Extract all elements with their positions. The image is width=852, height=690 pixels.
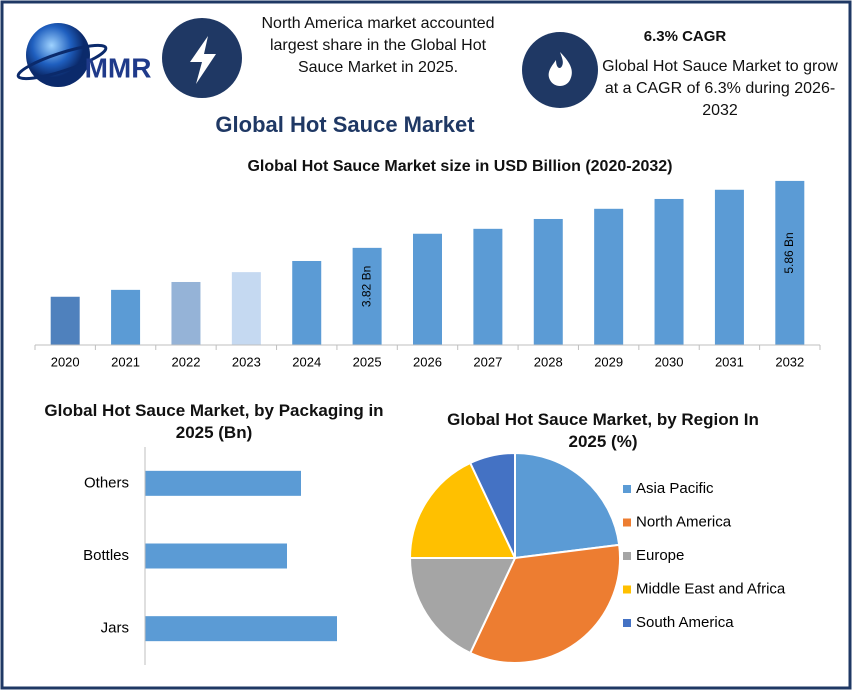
bolt-shape <box>190 36 216 84</box>
bar <box>714 189 744 345</box>
bar <box>292 260 322 345</box>
legend-swatch <box>623 485 631 493</box>
legend-swatch <box>623 585 631 594</box>
legend-swatch <box>623 518 631 527</box>
cagr-title: 6.3% CAGR <box>643 28 727 45</box>
x-tick-label: 2022 <box>172 354 201 369</box>
highlight-text: North America market accounted largest s… <box>261 15 495 76</box>
bar <box>231 272 261 345</box>
legend-swatch <box>623 619 631 627</box>
x-tick-label: 2031 <box>715 354 744 369</box>
pie-slice <box>514 451 621 560</box>
bar <box>775 180 805 345</box>
bar <box>533 218 563 345</box>
bar <box>654 198 684 345</box>
chart-title: Global Hot Sauce Market size in USD Bill… <box>247 158 672 175</box>
x-tick-label: 2027 <box>473 354 502 369</box>
legend-swatch <box>623 552 631 560</box>
value-label: 5.86 Bn <box>782 232 796 273</box>
x-tick-label: 2029 <box>594 354 623 369</box>
bar <box>145 616 337 642</box>
legend-label: Asia Pacific <box>636 480 714 497</box>
x-tick-label: 2021 <box>111 354 140 369</box>
pie-slice <box>408 461 517 559</box>
x-tick-label: 2020 <box>51 354 80 369</box>
x-tick-label: 2028 <box>534 354 563 369</box>
bar <box>473 228 503 345</box>
x-tick-label: 2024 <box>292 354 321 369</box>
x-tick-label: 2032 <box>775 354 804 369</box>
y-tick-label: Others <box>84 474 129 491</box>
legend-label: South America <box>636 614 734 631</box>
bar <box>171 281 201 345</box>
flame-shape <box>548 52 572 86</box>
value-label: 3.82 Bn <box>359 266 373 307</box>
x-tick-label: 2025 <box>353 354 382 369</box>
x-tick-label: 2030 <box>655 354 684 369</box>
y-tick-label: Jars <box>101 620 129 637</box>
logo-text: MMR <box>85 52 152 83</box>
bar <box>352 247 382 345</box>
bar <box>145 543 287 569</box>
chart-title: Global Hot Sauce Market, by Region In 20… <box>447 410 759 451</box>
legend-label: Middle East and Africa <box>636 580 786 597</box>
x-tick-label: 2023 <box>232 354 261 369</box>
main-title: Global Hot Sauce Market <box>215 112 475 137</box>
bar <box>594 208 624 345</box>
legend-label: North America <box>636 513 732 530</box>
cagr-text: Global Hot Sauce Market to grow at a CAG… <box>602 58 838 119</box>
x-tick-label: 2026 <box>413 354 442 369</box>
bar <box>111 289 141 345</box>
pie-slice <box>468 451 516 559</box>
y-tick-label: Bottles <box>83 547 129 564</box>
chart-title: Global Hot Sauce Market, by Packaging in… <box>44 401 384 442</box>
logo-ring <box>16 43 108 81</box>
bar <box>413 233 442 345</box>
bar <box>145 470 301 496</box>
bar <box>50 296 80 345</box>
legend-label: Europe <box>636 547 684 564</box>
pie-slice <box>408 557 517 655</box>
